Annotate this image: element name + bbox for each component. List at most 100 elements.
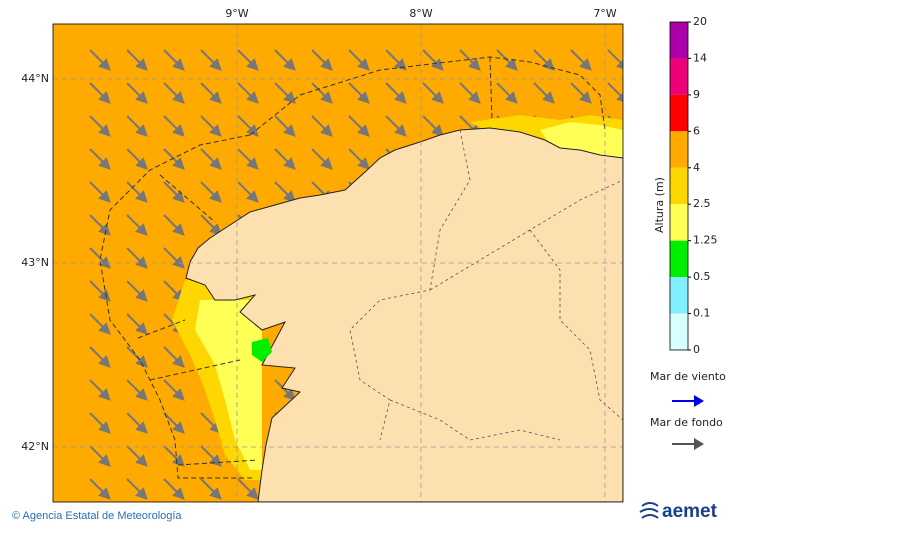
swell-arrow bbox=[89, 247, 111, 269]
light-yellow-band bbox=[195, 300, 262, 470]
swell-arrow bbox=[200, 445, 222, 467]
lat-label: 42°N bbox=[21, 440, 49, 453]
swell-arrow bbox=[422, 115, 444, 137]
swell-arrow bbox=[163, 49, 185, 71]
swell-arrow bbox=[422, 49, 444, 71]
swell-arrow bbox=[274, 82, 296, 104]
swell-arrow bbox=[570, 49, 592, 71]
green-patch bbox=[252, 338, 272, 362]
swell-arrow bbox=[311, 82, 333, 104]
swell-arrow bbox=[607, 82, 623, 104]
legend-arrowhead bbox=[694, 395, 704, 407]
swell-arrow bbox=[200, 82, 222, 104]
legend-label: Mar de viento bbox=[650, 370, 726, 383]
lat-label: 44°N bbox=[21, 72, 49, 85]
swell-arrow bbox=[385, 49, 407, 71]
colorbar-bin bbox=[670, 58, 688, 95]
map-frame bbox=[52, 23, 624, 503]
swell-arrow bbox=[200, 181, 222, 203]
colorbar-bin bbox=[670, 204, 688, 241]
swell-arrow bbox=[89, 49, 111, 71]
swell-arrow bbox=[163, 115, 185, 137]
colorbar-bin bbox=[670, 94, 688, 132]
colorbar: 20 14 9 6 4 2.5 1.25 0.5 0.1 0 bbox=[669, 15, 718, 356]
swell-arrow bbox=[89, 412, 111, 434]
colorbar-title: Altura (m) bbox=[653, 177, 666, 233]
swell-arrow bbox=[89, 115, 111, 137]
swell-arrow bbox=[385, 82, 407, 104]
swell-arrow bbox=[237, 478, 259, 500]
swell-arrow bbox=[274, 148, 296, 170]
swell-arrow bbox=[237, 115, 259, 137]
swell-arrow bbox=[89, 148, 111, 170]
lon-label: 8°W bbox=[409, 7, 432, 20]
swell-arrow bbox=[126, 214, 148, 236]
swell-arrow bbox=[348, 82, 370, 104]
swell-arrow bbox=[533, 82, 555, 104]
swell-arrow bbox=[348, 115, 370, 137]
swell-arrow bbox=[163, 412, 185, 434]
swell-arrow bbox=[200, 148, 222, 170]
swell-arrow bbox=[459, 82, 481, 104]
logo-icon bbox=[639, 502, 659, 519]
swell-arrow bbox=[89, 445, 111, 467]
swell-arrow bbox=[89, 280, 111, 302]
swell-arrow bbox=[237, 49, 259, 71]
legend-label: Mar de fondo bbox=[650, 416, 723, 429]
maritime-zones bbox=[99, 56, 606, 479]
swell-arrow bbox=[311, 49, 333, 71]
swell-arrow bbox=[163, 82, 185, 104]
colorbar-label: 2.5 bbox=[693, 197, 711, 210]
lon-label: 7°W bbox=[593, 7, 616, 20]
swell-arrow bbox=[126, 313, 148, 335]
swell-arrow bbox=[126, 247, 148, 269]
swell-arrow bbox=[163, 445, 185, 467]
swell-arrow bbox=[200, 412, 222, 434]
swell-arrow bbox=[89, 214, 111, 236]
colorbar-label: 6 bbox=[693, 124, 700, 137]
swell-arrow bbox=[163, 181, 185, 203]
swell-arrow bbox=[126, 280, 148, 302]
swell-arrow bbox=[200, 49, 222, 71]
swell-arrow bbox=[274, 115, 296, 137]
footer-credit: © Agencia Estatal de Meteorología bbox=[12, 510, 182, 522]
swell-arrow bbox=[496, 82, 518, 104]
swell-arrow bbox=[89, 313, 111, 335]
swell-arrow bbox=[89, 346, 111, 368]
swell-arrow bbox=[126, 478, 148, 500]
colorbar-label: 0 bbox=[693, 343, 700, 356]
swell-arrow bbox=[237, 148, 259, 170]
swell-arrow bbox=[163, 214, 185, 236]
swell-arrow bbox=[200, 115, 222, 137]
colorbar-bin bbox=[670, 313, 688, 350]
colorbar-bin bbox=[670, 240, 688, 278]
swell-arrow bbox=[126, 346, 148, 368]
swell-arrow bbox=[348, 148, 370, 170]
swell-arrow bbox=[126, 115, 148, 137]
swell-arrow bbox=[311, 148, 333, 170]
colorbar-label: 1.25 bbox=[693, 234, 718, 247]
swell-arrow bbox=[200, 478, 222, 500]
map-area bbox=[53, 24, 623, 502]
legend-arrowhead bbox=[694, 438, 704, 450]
colorbar-label: 0.1 bbox=[693, 307, 711, 320]
swell-arrow bbox=[237, 181, 259, 203]
swell-arrow bbox=[89, 181, 111, 203]
swell-arrow bbox=[89, 379, 111, 401]
swell-arrow bbox=[570, 82, 592, 104]
swell-arrow bbox=[126, 445, 148, 467]
colorbar-label: 20 bbox=[693, 15, 707, 28]
swell-arrow bbox=[533, 49, 555, 71]
swell-arrow bbox=[385, 115, 407, 137]
colorbar-frame bbox=[669, 21, 689, 351]
swell-arrow bbox=[163, 346, 185, 368]
swell-arrow bbox=[274, 181, 296, 203]
colorbar-bin bbox=[670, 167, 688, 205]
colorbar-bin bbox=[670, 22, 688, 59]
swell-arrow bbox=[274, 49, 296, 71]
swell-arrow bbox=[607, 49, 623, 71]
lat-label: 43°N bbox=[21, 256, 49, 269]
swell-arrow bbox=[200, 214, 222, 236]
swell-arrow bbox=[163, 478, 185, 500]
